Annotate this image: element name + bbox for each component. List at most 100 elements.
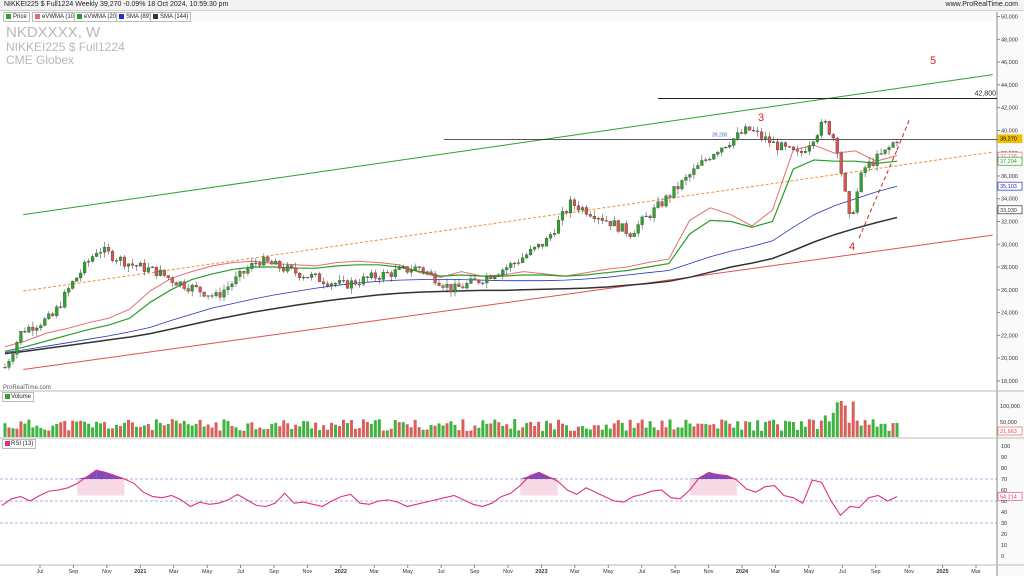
candle-body bbox=[310, 274, 314, 278]
volume-bar bbox=[11, 428, 15, 437]
volume-bar bbox=[485, 423, 489, 437]
rsi-axis-label: 30 bbox=[1001, 521, 1007, 527]
level-high-label: 42,800 bbox=[975, 91, 997, 98]
volume-bar bbox=[385, 430, 389, 437]
x-tick-label: Jul bbox=[839, 569, 846, 575]
candle-body bbox=[509, 263, 513, 268]
candle-body bbox=[413, 266, 417, 271]
candle-body bbox=[318, 273, 322, 282]
candle-body bbox=[879, 153, 883, 155]
trendline-upper-green bbox=[23, 74, 993, 216]
candle-body bbox=[230, 283, 234, 288]
volume-bar bbox=[457, 430, 461, 437]
candle-body bbox=[361, 276, 365, 285]
x-tick-label: Nov bbox=[102, 569, 112, 575]
volume-bar bbox=[736, 421, 740, 437]
candle-body bbox=[341, 280, 346, 282]
volume-bar bbox=[67, 430, 71, 437]
volume-bar bbox=[122, 422, 126, 437]
candle-body bbox=[632, 233, 636, 237]
candle-body bbox=[242, 270, 246, 274]
candle-body bbox=[871, 161, 875, 166]
candle-body bbox=[644, 215, 648, 218]
candle-body bbox=[620, 223, 624, 232]
candle-body bbox=[549, 234, 553, 239]
volume-bar bbox=[557, 419, 561, 437]
candle-body bbox=[421, 267, 425, 272]
volume-bar bbox=[596, 425, 600, 437]
candle-body bbox=[600, 218, 604, 221]
title-bar: NIKKEI225 $ Full1224 Weekly 39,270 -0.09… bbox=[0, 0, 1024, 11]
volume-bar bbox=[760, 430, 764, 437]
candle-body bbox=[266, 256, 270, 262]
volume-bar bbox=[214, 422, 218, 437]
candle-body bbox=[397, 267, 401, 270]
x-tick-label: Jul bbox=[638, 569, 645, 575]
volume-bar bbox=[553, 429, 557, 437]
volume-bar bbox=[15, 428, 19, 437]
candle-body bbox=[445, 284, 449, 288]
candle-body bbox=[744, 126, 748, 134]
volume-bar bbox=[79, 420, 83, 437]
volume-bar bbox=[636, 423, 640, 437]
candle-body bbox=[429, 271, 433, 274]
candle-body bbox=[63, 292, 67, 308]
y-tick-label: 20,000 bbox=[1001, 356, 1018, 362]
volume-bar bbox=[142, 425, 146, 437]
candle-body bbox=[612, 220, 616, 227]
candle-body bbox=[433, 273, 437, 284]
volume-bar bbox=[863, 420, 867, 437]
x-tick-label: Nov bbox=[704, 569, 714, 575]
volume-bar bbox=[600, 429, 604, 437]
legend-price[interactable]: Price bbox=[3, 12, 30, 22]
candle-body bbox=[365, 276, 369, 278]
legend-sma-144[interactable]: SMA (144) bbox=[150, 12, 192, 22]
volume-bar bbox=[409, 427, 413, 437]
volume-bar bbox=[27, 419, 31, 437]
volume-bar bbox=[19, 421, 23, 437]
volume-bar bbox=[883, 423, 887, 437]
current-value-tag-text: 35,103 bbox=[1000, 184, 1017, 190]
candle-body bbox=[409, 270, 413, 273]
candle-body bbox=[59, 306, 63, 308]
volume-bar bbox=[314, 422, 318, 437]
rsi-pane-label[interactable]: RSI (13) bbox=[2, 439, 37, 449]
volume-bar bbox=[545, 420, 549, 437]
volume-bar bbox=[811, 419, 815, 437]
volume-bar bbox=[541, 430, 545, 437]
candle-body bbox=[457, 283, 461, 287]
volume-bar bbox=[525, 423, 529, 437]
candle-body bbox=[648, 215, 652, 218]
volume-bar bbox=[533, 426, 537, 437]
candle-body bbox=[772, 141, 776, 143]
legend-swatch-price bbox=[6, 14, 11, 19]
candle-body bbox=[381, 272, 385, 280]
candle-body bbox=[437, 282, 441, 286]
y-tick-label: 18,000 bbox=[1001, 379, 1018, 385]
volume-bar bbox=[839, 401, 843, 437]
candle-body bbox=[851, 212, 855, 214]
site-link[interactable]: www.ProRealTime.com bbox=[945, 1, 1018, 8]
volume-bar bbox=[700, 423, 704, 437]
candle-body bbox=[206, 295, 210, 297]
legend-swatch-evwma-20 bbox=[77, 14, 82, 19]
volume-pane-label[interactable]: Volume bbox=[2, 392, 35, 402]
volume-bar bbox=[166, 423, 170, 437]
candle-body bbox=[529, 249, 533, 255]
candle-body bbox=[130, 263, 134, 266]
candle-body bbox=[39, 325, 43, 329]
rsi-overbought-fill bbox=[529, 472, 539, 479]
volume-bar bbox=[441, 425, 445, 437]
volume-bar bbox=[867, 424, 871, 437]
candle-body bbox=[724, 146, 728, 149]
candle-body bbox=[604, 220, 608, 222]
volume-bar bbox=[202, 426, 206, 437]
volume-bar bbox=[473, 425, 477, 437]
candle-body bbox=[568, 199, 573, 214]
volume-bar bbox=[302, 421, 306, 437]
volume-bar bbox=[776, 424, 780, 437]
volume-bar bbox=[529, 421, 533, 437]
volume-bar bbox=[449, 421, 453, 437]
